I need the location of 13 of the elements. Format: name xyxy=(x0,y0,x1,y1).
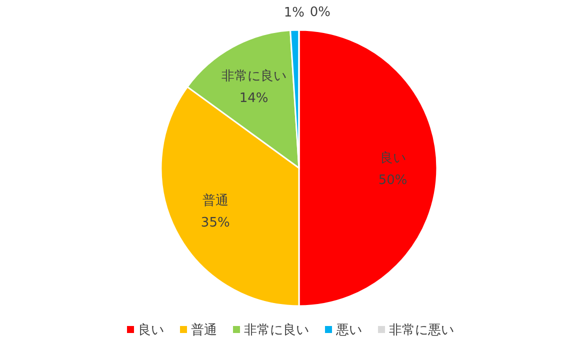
legend-label: 良い xyxy=(138,323,164,338)
legend-label: 普通 xyxy=(191,322,217,338)
data-label: 50% xyxy=(378,173,408,188)
data-label: 35% xyxy=(200,216,230,231)
text: 0% xyxy=(310,5,331,20)
legend-label: 悪い xyxy=(335,323,362,338)
legend-label: 非常に悪い xyxy=(389,323,454,338)
slice-label: 良い xyxy=(380,151,406,166)
slice-label: 非常に良い xyxy=(221,68,286,84)
slice-label: 普通 xyxy=(202,192,228,209)
data-label: 1% xyxy=(284,5,305,20)
data-label: 14% xyxy=(239,90,268,106)
legend-label: 非常に良い xyxy=(244,323,309,338)
